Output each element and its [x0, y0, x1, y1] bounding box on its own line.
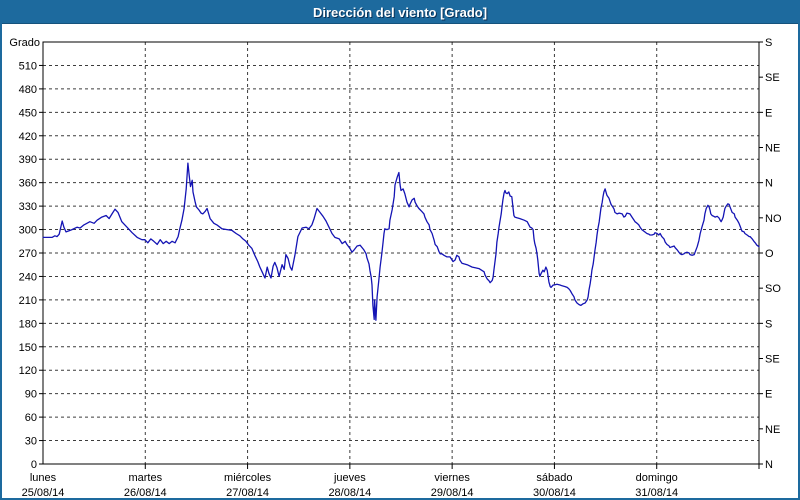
svg-text:26/08/14: 26/08/14 — [124, 487, 167, 498]
svg-text:E: E — [765, 389, 772, 401]
svg-text:jueves: jueves — [333, 472, 366, 484]
svg-text:NE: NE — [765, 143, 780, 155]
svg-text:270: 270 — [19, 248, 37, 260]
svg-text:240: 240 — [19, 271, 37, 283]
svg-text:420: 420 — [19, 131, 37, 143]
svg-text:450: 450 — [19, 107, 37, 119]
svg-text:O: O — [765, 248, 774, 260]
svg-text:210: 210 — [19, 295, 37, 307]
svg-text:300: 300 — [19, 225, 37, 237]
svg-text:90: 90 — [25, 389, 37, 401]
svg-text:N: N — [765, 459, 773, 471]
svg-text:martes: martes — [128, 472, 162, 484]
svg-text:NO: NO — [765, 213, 782, 225]
svg-text:30/08/14: 30/08/14 — [533, 487, 576, 498]
svg-text:120: 120 — [19, 365, 37, 377]
svg-text:viernes: viernes — [434, 472, 470, 484]
title-bar: Dirección del viento [Grado] — [2, 2, 798, 24]
svg-text:Grado: Grado — [9, 37, 40, 49]
svg-text:27/08/14: 27/08/14 — [226, 487, 269, 498]
svg-text:lunes: lunes — [30, 472, 57, 484]
svg-text:N: N — [765, 178, 773, 190]
svg-text:28/08/14: 28/08/14 — [328, 487, 371, 498]
svg-text:29/08/14: 29/08/14 — [431, 487, 474, 498]
svg-text:510: 510 — [19, 60, 37, 72]
svg-text:NE: NE — [765, 424, 780, 436]
svg-text:SE: SE — [765, 72, 780, 84]
wind-direction-chart: 0 30 60 90 120 150 180 210 240 270 300 330 360 390 420… — [9, 37, 782, 498]
svg-text:360: 360 — [19, 178, 37, 190]
svg-text:S: S — [765, 318, 772, 330]
svg-text:miércoles: miércoles — [224, 472, 272, 484]
svg-text:sábado: sábado — [536, 472, 572, 484]
svg-text:S: S — [765, 37, 772, 49]
svg-text:30: 30 — [25, 436, 37, 448]
svg-text:150: 150 — [19, 342, 37, 354]
svg-text:330: 330 — [19, 201, 37, 213]
svg-text:E: E — [765, 107, 772, 119]
page-title: Dirección del viento [Grado] — [312, 5, 488, 20]
svg-text:180: 180 — [19, 318, 37, 330]
svg-text:0: 0 — [31, 459, 37, 471]
svg-text:25/08/14: 25/08/14 — [22, 487, 65, 498]
svg-text:390: 390 — [19, 154, 37, 166]
svg-text:60: 60 — [25, 412, 37, 424]
svg-text:SO: SO — [765, 283, 781, 295]
svg-text:domingo: domingo — [636, 472, 678, 484]
svg-text:480: 480 — [19, 84, 37, 96]
svg-text:SE: SE — [765, 354, 780, 366]
chart-area: 0 30 60 90 120 150 180 210 240 270 300 330 360 390 420… — [2, 24, 798, 498]
svg-text:31/08/14: 31/08/14 — [635, 487, 678, 498]
